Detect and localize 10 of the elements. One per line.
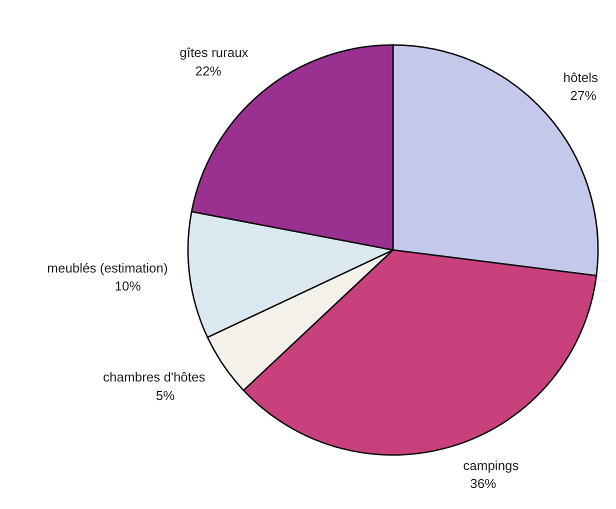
- slice-label: hôtels: [563, 70, 598, 85]
- data-label: 36%: [470, 476, 497, 492]
- slice-label: chambres d'hôtes: [103, 370, 206, 385]
- data-label: 5%: [156, 388, 176, 403]
- slice-label: meublés (estimation): [47, 260, 168, 276]
- data-label: 22%: [195, 63, 222, 78]
- data-label: 27%: [570, 88, 597, 104]
- slice-label: campings: [463, 458, 520, 473]
- slice-label: gîtes ruraux: [180, 45, 249, 60]
- data-label: 10%: [114, 278, 142, 294]
